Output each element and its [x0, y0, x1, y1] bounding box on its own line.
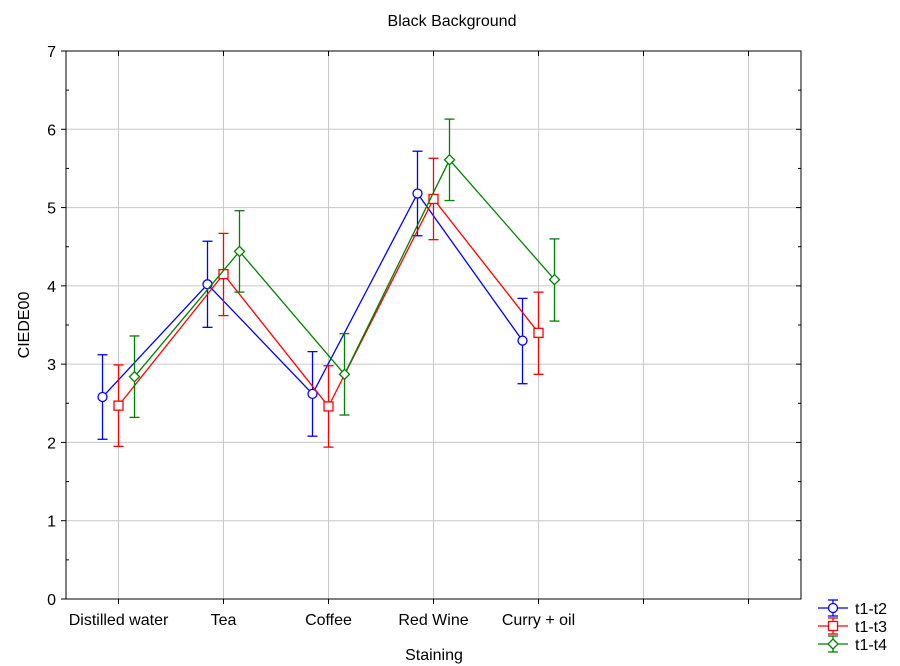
- x-axis-label: Staining: [405, 647, 463, 664]
- data-point: [97, 391, 108, 403]
- legend-label: t1-t3: [855, 619, 887, 636]
- x-tick-label: Tea: [211, 612, 237, 629]
- data-point: [113, 400, 124, 411]
- y-tick-label: 5: [47, 201, 56, 218]
- x-tick-label: Curry + oil: [502, 612, 575, 629]
- data-point: [517, 335, 528, 346]
- y-axis-label: CIEDE00: [16, 292, 33, 359]
- x-tick-label: Distilled water: [69, 612, 169, 629]
- y-tick-label: 7: [47, 44, 56, 61]
- y-tick-label: 6: [47, 122, 56, 139]
- data-point: [233, 245, 246, 258]
- legend-label: t1-t4: [855, 637, 887, 654]
- data-point: [338, 368, 351, 381]
- data-point: [323, 401, 334, 412]
- data-point: [412, 188, 423, 199]
- x-tick-label: Red Wine: [398, 612, 468, 629]
- data-point: [428, 193, 439, 205]
- data-point: [202, 279, 213, 290]
- data-point: [533, 327, 544, 338]
- y-tick-label: 1: [47, 514, 56, 531]
- legend-marker: [827, 620, 839, 632]
- y-tick-label: 4: [47, 279, 56, 296]
- legend-marker: [827, 602, 839, 614]
- data-point: [548, 273, 561, 286]
- y-tick-label: 3: [47, 357, 56, 374]
- y-tick-label: 0: [47, 592, 56, 609]
- data-point: [307, 388, 318, 400]
- data-point: [128, 370, 141, 383]
- x-tick-label: Coffee: [305, 612, 352, 629]
- chart-title: Black Background: [388, 13, 517, 30]
- y-tick-label: 2: [47, 435, 56, 452]
- legend-label: t1-t2: [855, 601, 887, 618]
- legend-marker: [827, 638, 839, 650]
- data-point: [443, 153, 456, 166]
